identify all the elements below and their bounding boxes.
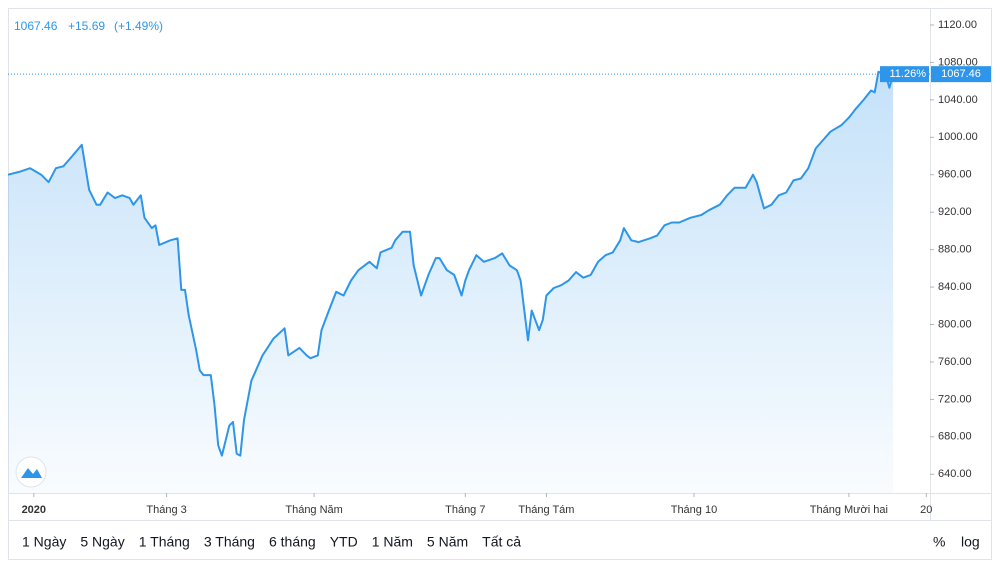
last-price-badge-bg [931,66,991,83]
x-tick-label: Tháng Năm [285,504,342,516]
x-tick-label: 2020 [22,504,46,516]
x-tick-label: Tháng 3 [146,504,186,516]
header-change: +15.69 [68,19,105,33]
y-tick-label: 920.00 [938,206,972,218]
y-tick-label: 680.00 [938,431,972,443]
y-tick-label: 840.00 [938,281,972,293]
y-tick-label: 760.00 [938,356,972,368]
pct-badge-bg [880,66,929,83]
header-price: 1067.46 [14,19,58,33]
y-tick-label: 800.00 [938,318,972,330]
y-tick-label: 640.00 [938,468,972,480]
plot [7,70,895,494]
x-tick-label: Tháng 10 [671,504,717,516]
y-tick-label: 960.00 [938,169,972,181]
range-button[interactable]: 6 tháng [269,534,316,550]
range-button[interactable]: 1 Tháng [139,534,190,550]
x-tick-label: Tháng Mười hai [810,504,888,516]
range-button[interactable]: 3 Tháng [204,534,255,550]
last-price-badge: 1067.46 [941,68,981,80]
y-tick-label: 1040.00 [938,94,978,106]
pct-badge: 11.26% [890,68,927,80]
y-tick-label: 1120.00 [938,19,977,31]
y-tick-label: 880.00 [938,244,972,256]
x-tick-label: Tháng Tám [518,504,574,516]
scale-button[interactable]: % [933,534,945,550]
logo [15,456,47,488]
y-tick-label: 720.00 [938,393,972,405]
y-tick-label: 1080.00 [938,56,978,68]
range-button[interactable]: Tất cả [482,534,521,550]
range-button[interactable]: 1 Năm [372,534,413,550]
range-button[interactable]: YTD [330,534,358,550]
range-button[interactable]: 1 Ngày [22,534,66,550]
range-button[interactable]: 5 Ngày [80,534,124,550]
x-tick-label: Tháng 7 [445,504,485,516]
range-button[interactable]: 5 Năm [427,534,468,550]
y-tick-label: 1000.00 [938,131,978,143]
price-line [7,70,895,457]
x-tick-label: 20 [920,504,932,516]
area-fill [8,71,894,494]
scale-button[interactable]: log [961,534,980,550]
header-change-pct: (+1.49%) [114,19,163,33]
